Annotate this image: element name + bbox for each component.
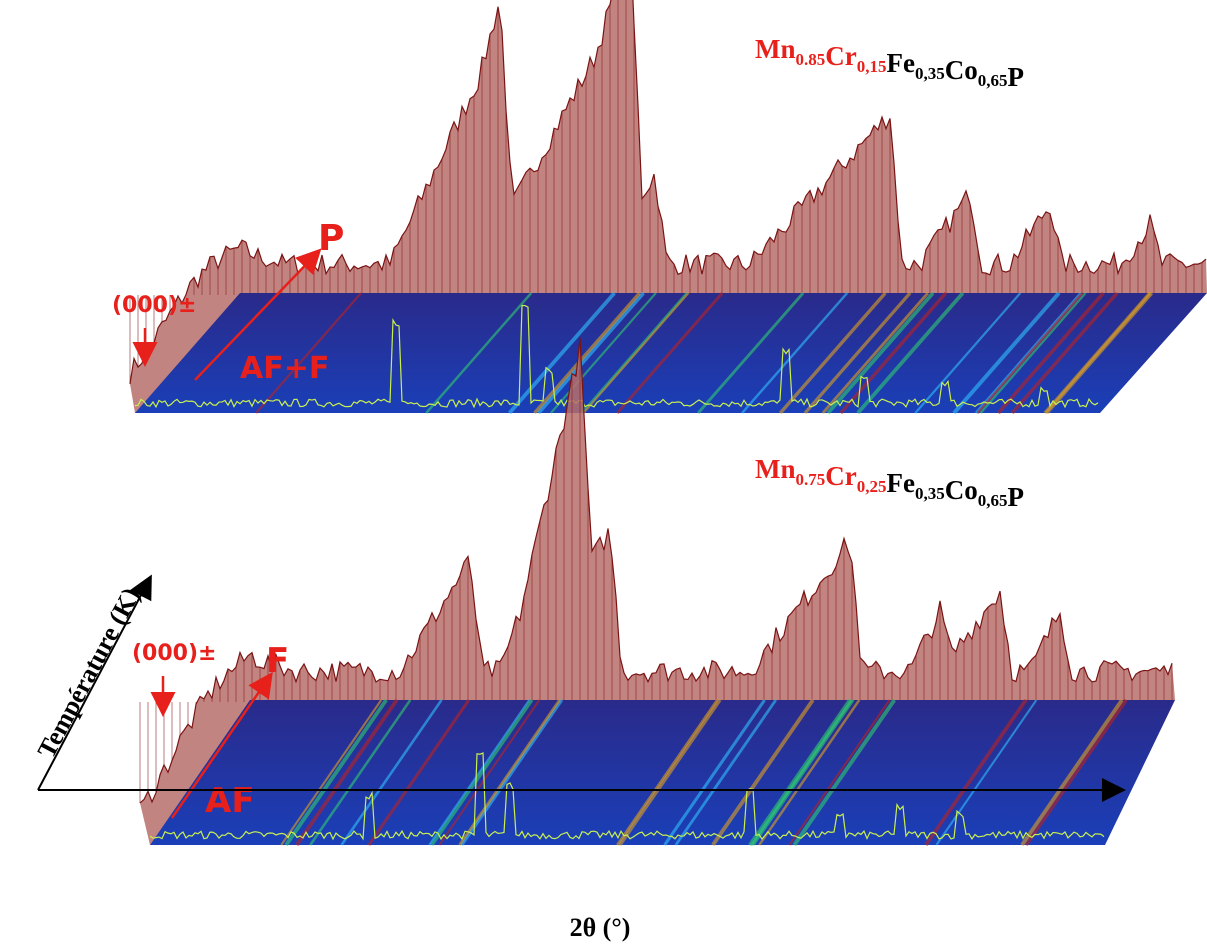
streak	[935, 699, 1038, 846]
phase-label: P	[318, 218, 344, 259]
streak	[255, 292, 362, 414]
streak	[976, 292, 1084, 414]
streak	[507, 291, 616, 415]
streak	[826, 291, 935, 415]
surface-edge	[139, 337, 1173, 804]
streak	[340, 699, 443, 846]
streak	[309, 699, 412, 846]
subscript: 0.75	[796, 470, 826, 489]
streak	[803, 291, 912, 415]
streak	[438, 699, 541, 846]
subscript: 0,25	[857, 477, 887, 496]
phase-label: F	[266, 641, 289, 681]
streak	[663, 699, 766, 846]
x-axis-label: 2θ (°)	[570, 913, 631, 942]
streak	[280, 699, 383, 846]
streak	[430, 699, 534, 846]
phase-label: AF	[205, 781, 255, 821]
streak	[284, 698, 388, 847]
streak	[1020, 698, 1124, 847]
formula: Mn0.75Cr0,25Fe0,35Co0,65P	[755, 454, 1024, 512]
y-axis-label: Température (K)	[32, 583, 146, 763]
front-pattern	[134, 304, 1099, 409]
subscript: 0,15	[857, 57, 887, 76]
element-symbol: Co	[945, 55, 978, 85]
streak	[856, 291, 965, 415]
element-symbol: Fe	[886, 468, 914, 498]
streak	[779, 291, 887, 415]
streak	[616, 292, 724, 414]
element-symbol: Cr	[825, 461, 856, 491]
element-symbol: Fe	[886, 48, 914, 78]
streak	[752, 699, 855, 846]
streak	[697, 292, 805, 414]
peak-marker: (000)±	[132, 641, 216, 666]
element-symbol: Co	[945, 475, 978, 505]
element-symbol: Mn	[755, 34, 796, 64]
streak	[924, 698, 1028, 847]
peak-marker: (000)±	[112, 293, 196, 318]
subscript: 0,65	[978, 71, 1008, 90]
streak	[616, 699, 719, 846]
arrow	[194, 248, 322, 381]
streak	[979, 292, 1087, 414]
formula: Mn0.85Cr0,15Fe0,35Co0,65P	[755, 34, 1024, 92]
phase-label: AF+F	[240, 351, 329, 386]
streak	[792, 698, 897, 847]
streak	[1024, 698, 1128, 847]
streak	[295, 698, 399, 847]
streak	[533, 291, 641, 415]
streak	[674, 699, 777, 846]
streak	[550, 292, 657, 414]
streak	[996, 291, 1105, 415]
streak	[582, 292, 690, 414]
streak	[748, 698, 852, 847]
streak	[741, 292, 849, 414]
streak	[914, 292, 1022, 414]
streak	[952, 291, 1061, 415]
subscript: 0,35	[915, 64, 945, 83]
streak	[821, 292, 929, 414]
streak	[1043, 291, 1152, 415]
streak	[758, 699, 861, 846]
streak	[839, 291, 948, 415]
subscript: 0.85	[796, 50, 826, 69]
streak	[428, 699, 531, 846]
element-symbol: Cr	[825, 41, 856, 71]
axis-line	[37, 574, 152, 791]
element-symbol: Mn	[755, 454, 796, 484]
streak	[788, 699, 891, 846]
subscript: 0,65	[978, 491, 1008, 510]
streak	[618, 699, 722, 846]
arrow	[170, 671, 273, 819]
streak	[367, 699, 471, 846]
element-symbol: P	[1007, 62, 1024, 92]
streak	[458, 699, 561, 846]
streak	[460, 699, 564, 846]
streak	[580, 292, 688, 414]
plane	[150, 700, 1175, 845]
streak	[1010, 291, 1119, 415]
surfaces	[129, 0, 1207, 847]
streak	[425, 292, 533, 414]
element-symbol: P	[1007, 482, 1024, 512]
streak	[711, 698, 815, 847]
front-pattern	[149, 752, 1105, 841]
streak	[537, 291, 645, 415]
subscript: 0,35	[915, 484, 945, 503]
